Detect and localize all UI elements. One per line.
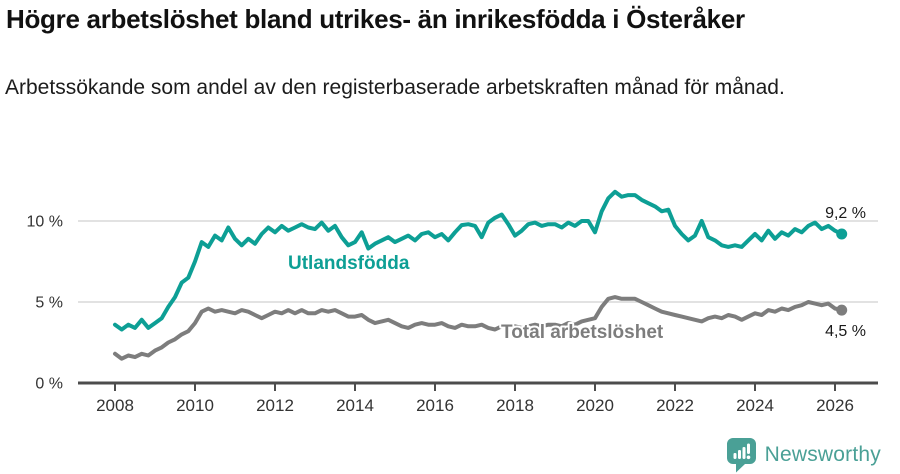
logo-bubble-shape bbox=[726, 438, 756, 473]
x-tick-label: 2022 bbox=[656, 396, 694, 415]
newsworthy-icon bbox=[726, 438, 756, 473]
chart-title: Högre arbetslöshet bland utrikes- än inr… bbox=[6, 4, 745, 34]
logo-exclamation-bar bbox=[746, 443, 750, 454]
y-tick-label: 0 % bbox=[35, 376, 63, 393]
x-tick-label: 2016 bbox=[416, 396, 454, 415]
x-tick-label: 2020 bbox=[576, 396, 614, 415]
x-tick-label: 2026 bbox=[816, 396, 854, 415]
x-tick-label: 2018 bbox=[496, 396, 534, 415]
axes: 0 % 5 % 10 % 2008 2010 2012 2014 2016 2018 2020 20… bbox=[27, 214, 878, 415]
logo-exclamation-dot bbox=[746, 455, 750, 460]
gridlines bbox=[78, 220, 878, 303]
newsworthy-wordmark: Newsworthy bbox=[764, 443, 881, 466]
newsworthy-logo[interactable]: Newsworthy bbox=[726, 437, 881, 473]
x-tick-label: 2010 bbox=[176, 396, 214, 415]
end-value-label-utlandsfodda: 9,2 % bbox=[825, 205, 866, 222]
logo-bars bbox=[733, 443, 750, 460]
x-tick-label: 2014 bbox=[336, 396, 374, 415]
series-line-utlandsfodda bbox=[113, 189, 844, 332]
series-line-total-arbetsloshet bbox=[113, 295, 844, 361]
x-tick-label: 2008 bbox=[96, 396, 134, 415]
end-dot-utlandsfodda bbox=[836, 228, 848, 240]
y-tick-label: 5 % bbox=[35, 295, 63, 312]
y-tick-label: 10 % bbox=[27, 214, 63, 231]
end-value-label-total-arbetsloshet: 4,5 % bbox=[825, 323, 866, 340]
series-label-utlandsfodda: Utlandsfödda bbox=[288, 253, 410, 274]
end-dot-total-arbetsloshet bbox=[836, 304, 848, 316]
x-tick-label: 2024 bbox=[736, 396, 774, 415]
series-label-total-arbetsloshet: Total arbetslöshet bbox=[501, 322, 664, 343]
chart-subtitle: Arbetssökande som andel av den registerb… bbox=[5, 76, 785, 99]
series-lines bbox=[113, 189, 848, 361]
x-tick-label: 2012 bbox=[256, 396, 294, 415]
